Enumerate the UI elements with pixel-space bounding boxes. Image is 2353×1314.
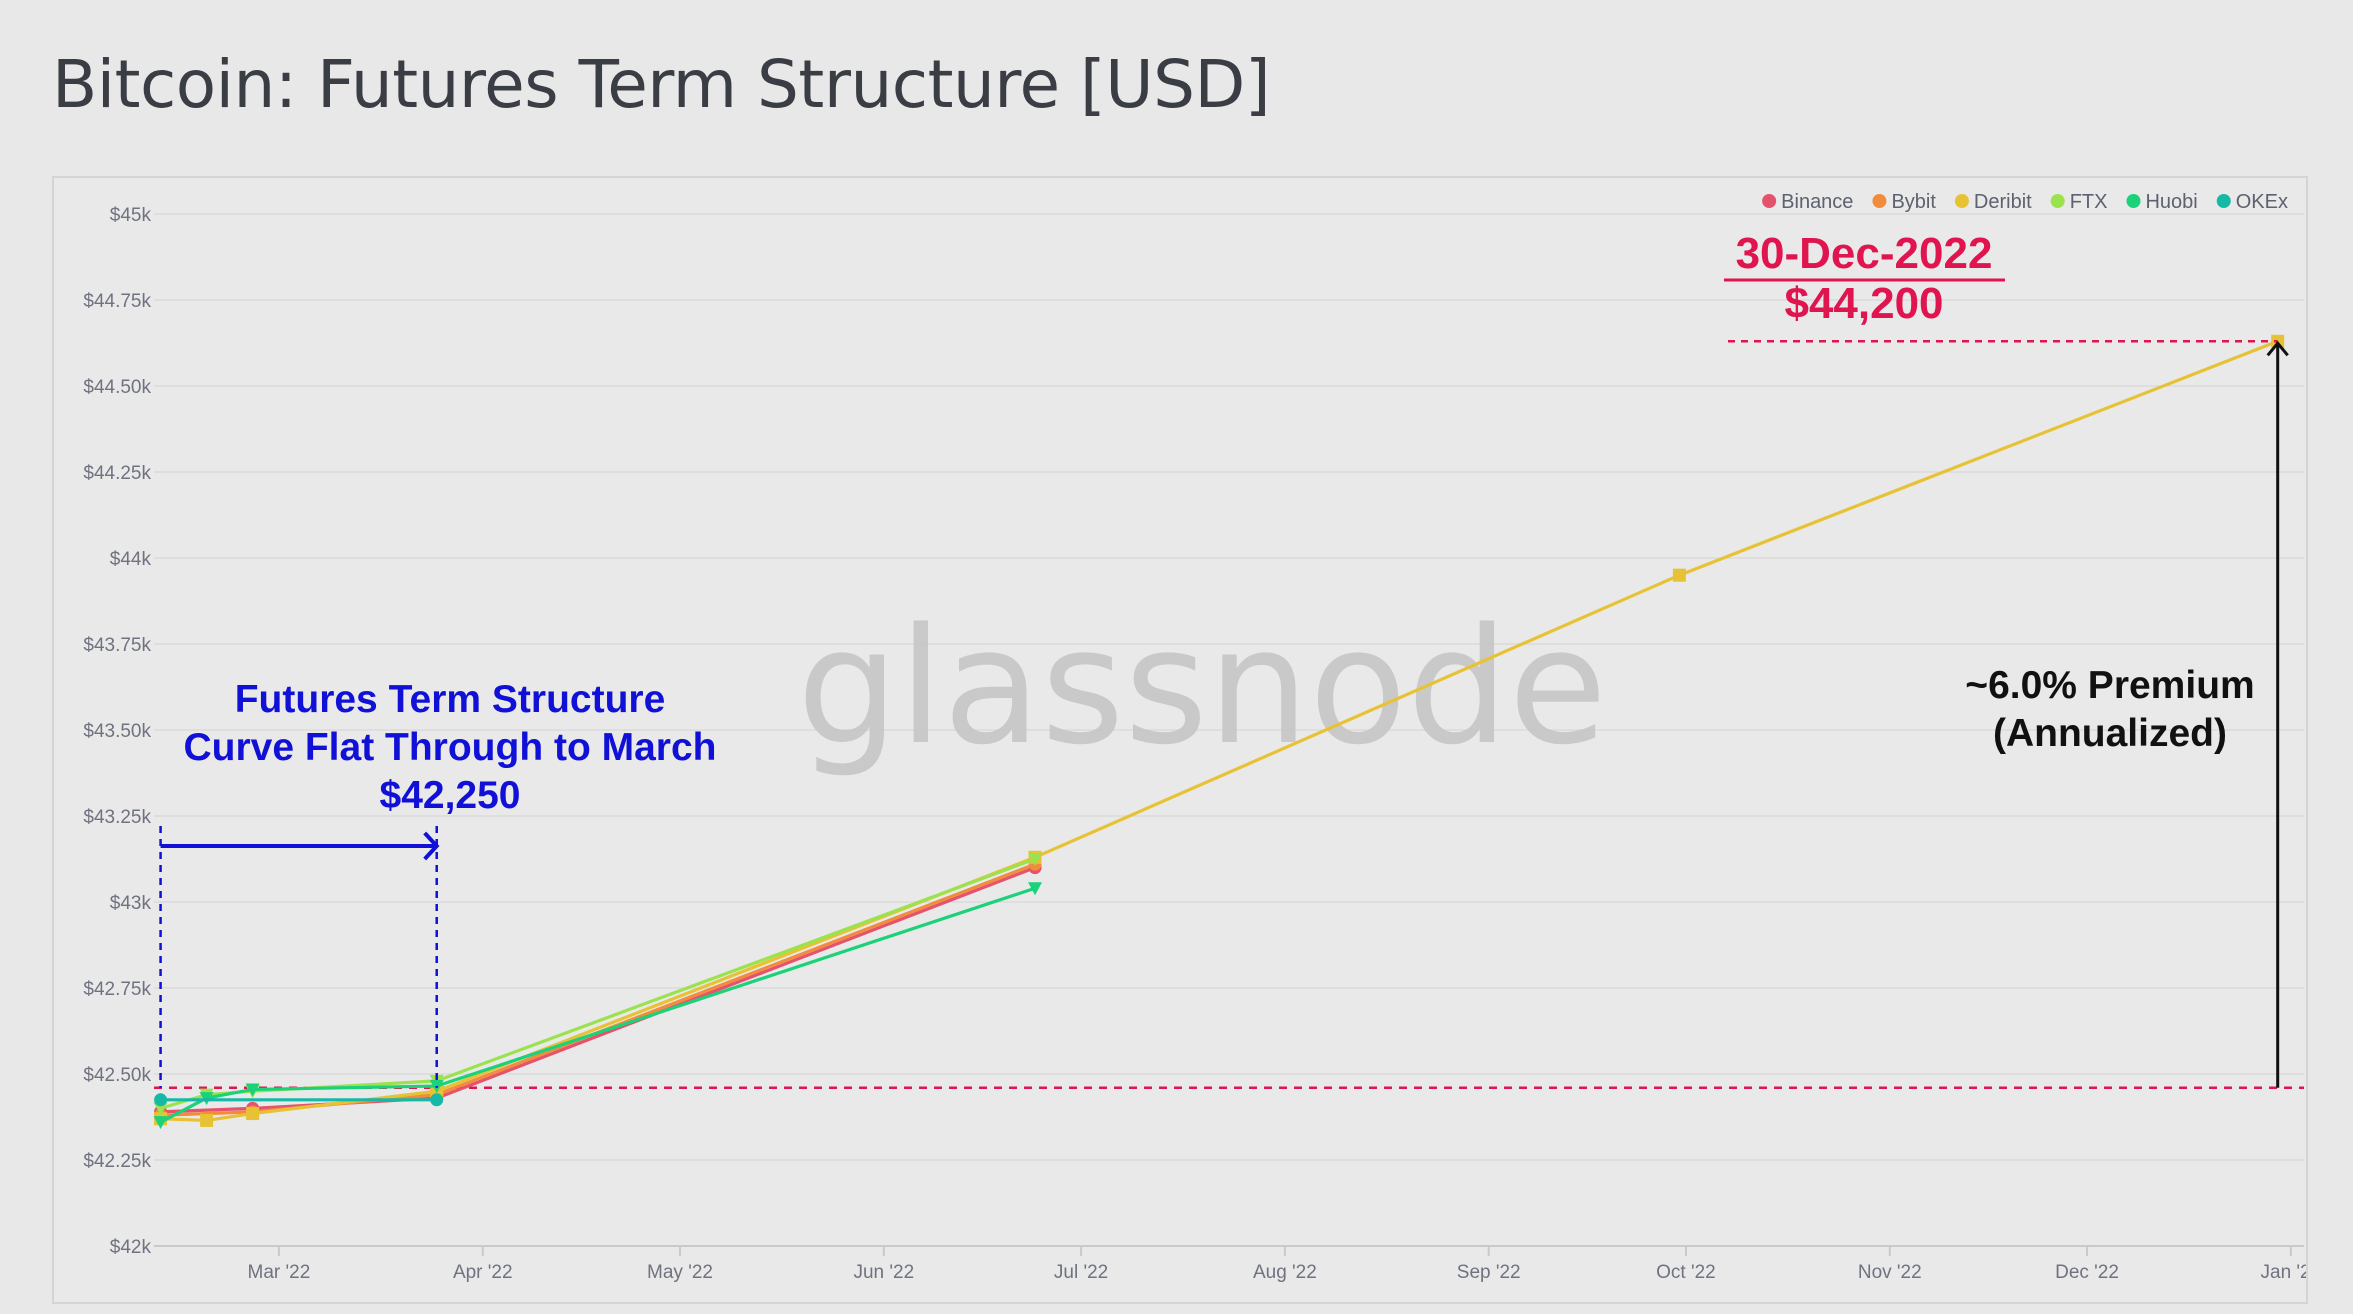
x-tick-label: Jul '22 xyxy=(1054,1262,1108,1283)
legend-label: Huobi xyxy=(2145,191,2197,213)
legend-item-okex[interactable]: OKEx xyxy=(2216,191,2288,213)
end-point-date-label: 30-Dec-2022 xyxy=(1736,229,1993,278)
legend-item-binance[interactable]: Binance xyxy=(1762,191,1853,213)
data-point-okex xyxy=(430,1093,444,1107)
data-point-deribit xyxy=(1672,568,1686,582)
x-tick-label: May '22 xyxy=(647,1262,713,1283)
premium-annotation-line: (Annualized) xyxy=(1993,712,2227,755)
y-tick-label: $44.75k xyxy=(83,291,151,312)
x-tick-label: Aug '22 xyxy=(1253,1262,1317,1283)
y-tick-label: $45k xyxy=(110,205,152,226)
flat-curve-arrow-head xyxy=(423,831,440,861)
legend-swatch xyxy=(1872,194,1887,208)
legend-item-ftx[interactable]: FTX xyxy=(2050,191,2108,213)
y-tick-label: $44k xyxy=(110,549,152,570)
x-tick-label: Sep '22 xyxy=(1457,1262,1521,1283)
data-point-huobi xyxy=(153,1116,168,1130)
grid-layer xyxy=(154,213,2304,1161)
y-tick-label: $44.50k xyxy=(83,377,151,398)
premium-annotation-line: ~6.0% Premium xyxy=(1965,664,2254,707)
data-point-deribit xyxy=(200,1113,214,1127)
legend-label: Binance xyxy=(1781,191,1853,213)
x-tick-label: Jun '22 xyxy=(853,1262,914,1283)
y-tick-label: $43.50k xyxy=(83,721,151,742)
x-tick-label: Dec '22 xyxy=(2055,1262,2119,1283)
y-tick-label: $44.25k xyxy=(83,463,151,484)
y-tick-label: $42.25k xyxy=(83,1151,151,1172)
x-tick-label: Apr '22 xyxy=(453,1262,513,1283)
series-huobi xyxy=(153,882,1043,1130)
legend-swatch xyxy=(1762,194,1777,208)
premium-arrow-head xyxy=(2266,340,2289,357)
flat-curve-annotation-line: $42,250 xyxy=(380,774,521,817)
legend-label: Bybit xyxy=(1891,191,1936,213)
series-line-ftx xyxy=(160,857,1036,1110)
data-point-deribit xyxy=(246,1107,260,1121)
series-layer xyxy=(153,334,2285,1130)
y-tick-label: $42.75k xyxy=(83,979,151,1000)
y-tick-label: $42k xyxy=(110,1237,152,1258)
series-line-binance xyxy=(160,866,1036,1114)
legend-item-huobi[interactable]: Huobi xyxy=(2126,191,2198,213)
chart-panel: $42k $42.25k $42.50k $42.75k $43k $43.25k $43.… xyxy=(52,176,2308,1304)
legend-swatch xyxy=(2050,194,2065,208)
futures-term-structure-chart: $42k $42.25k $42.50k $42.75k $43k $43.25k $43.… xyxy=(83,191,2306,1283)
legend-item-bybit[interactable]: Bybit xyxy=(1872,191,1936,213)
data-point-huobi xyxy=(245,1083,260,1097)
page-title: Bitcoin: Futures Term Structure [USD] xyxy=(52,46,1271,123)
legend-label: Deribit xyxy=(1974,191,2032,213)
chart-legend[interactable]: OKEx Huobi FTX Deribit Bybit Binance xyxy=(1762,191,2288,213)
y-tick-label: $42.50k xyxy=(83,1065,151,1086)
data-point-ftx xyxy=(1028,853,1043,866)
legend-item-deribit[interactable]: Deribit xyxy=(1954,191,2032,213)
end-point-price-label: $44,200 xyxy=(1784,279,1943,328)
legend-label: FTX xyxy=(2070,191,2108,213)
x-tick-label: Oct '22 xyxy=(1656,1262,1716,1283)
series-bybit xyxy=(154,857,1042,1122)
data-point-okex xyxy=(154,1093,168,1107)
x-tick-label: Nov '22 xyxy=(1858,1262,1922,1283)
series-binance xyxy=(154,861,1042,1119)
axis-layer: $42k $42.25k $42.50k $42.75k $43k $43.25k $43.… xyxy=(83,205,2306,1283)
series-ftx xyxy=(153,853,1043,1116)
x-tick-label: Jan '23 xyxy=(2261,1262,2306,1283)
annotation-layer: Futures Term Structure Curve Flat Through… xyxy=(159,229,2289,1088)
legend-label: OKEx xyxy=(2236,191,2288,213)
y-tick-label: $43k xyxy=(110,893,152,914)
legend-swatch xyxy=(2126,194,2141,208)
data-point-huobi xyxy=(1028,882,1043,896)
flat-curve-annotation-line: Curve Flat Through to March xyxy=(183,726,716,769)
y-tick-label: $43.25k xyxy=(83,807,151,828)
legend-swatch xyxy=(1954,194,1969,208)
legend-swatch xyxy=(2216,194,2231,208)
y-tick-label: $43.75k xyxy=(83,635,151,656)
flat-curve-annotation-line: Futures Term Structure xyxy=(235,678,666,721)
series-okex xyxy=(154,1093,444,1107)
glassnode-watermark: glassnode xyxy=(797,593,1607,780)
data-point-ftx xyxy=(153,1102,168,1116)
x-tick-label: Mar '22 xyxy=(248,1262,311,1283)
